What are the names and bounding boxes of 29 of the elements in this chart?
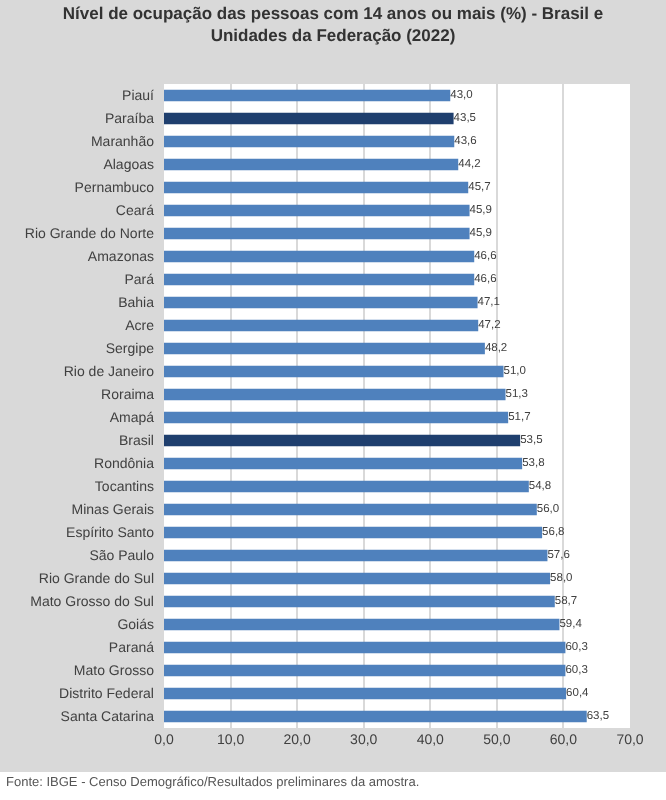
bar	[164, 365, 504, 378]
bar	[164, 411, 509, 424]
bar	[164, 89, 451, 102]
bar	[164, 296, 478, 309]
bar	[164, 549, 548, 562]
bar	[164, 526, 543, 539]
bar	[164, 572, 551, 585]
bar	[164, 503, 537, 516]
bar	[164, 457, 523, 470]
bar	[164, 641, 566, 654]
bar	[164, 112, 454, 125]
bar	[164, 273, 475, 286]
bar	[164, 595, 555, 608]
bar	[164, 480, 529, 493]
bar	[164, 687, 567, 700]
bar	[164, 342, 485, 355]
chart-title: Nível de ocupação das pessoas com 14 anos ou mais (%) - Brasil e Unidades da Federação (2022)	[62, 3, 604, 46]
bar	[164, 388, 506, 401]
bar	[164, 250, 475, 263]
bar	[164, 204, 470, 217]
bar	[164, 181, 469, 194]
bar	[164, 434, 521, 447]
bar	[164, 618, 560, 631]
bar	[164, 158, 459, 171]
bar	[164, 710, 587, 723]
bar	[164, 664, 566, 677]
bar	[164, 135, 455, 148]
bar	[164, 319, 479, 332]
bar	[164, 227, 470, 240]
